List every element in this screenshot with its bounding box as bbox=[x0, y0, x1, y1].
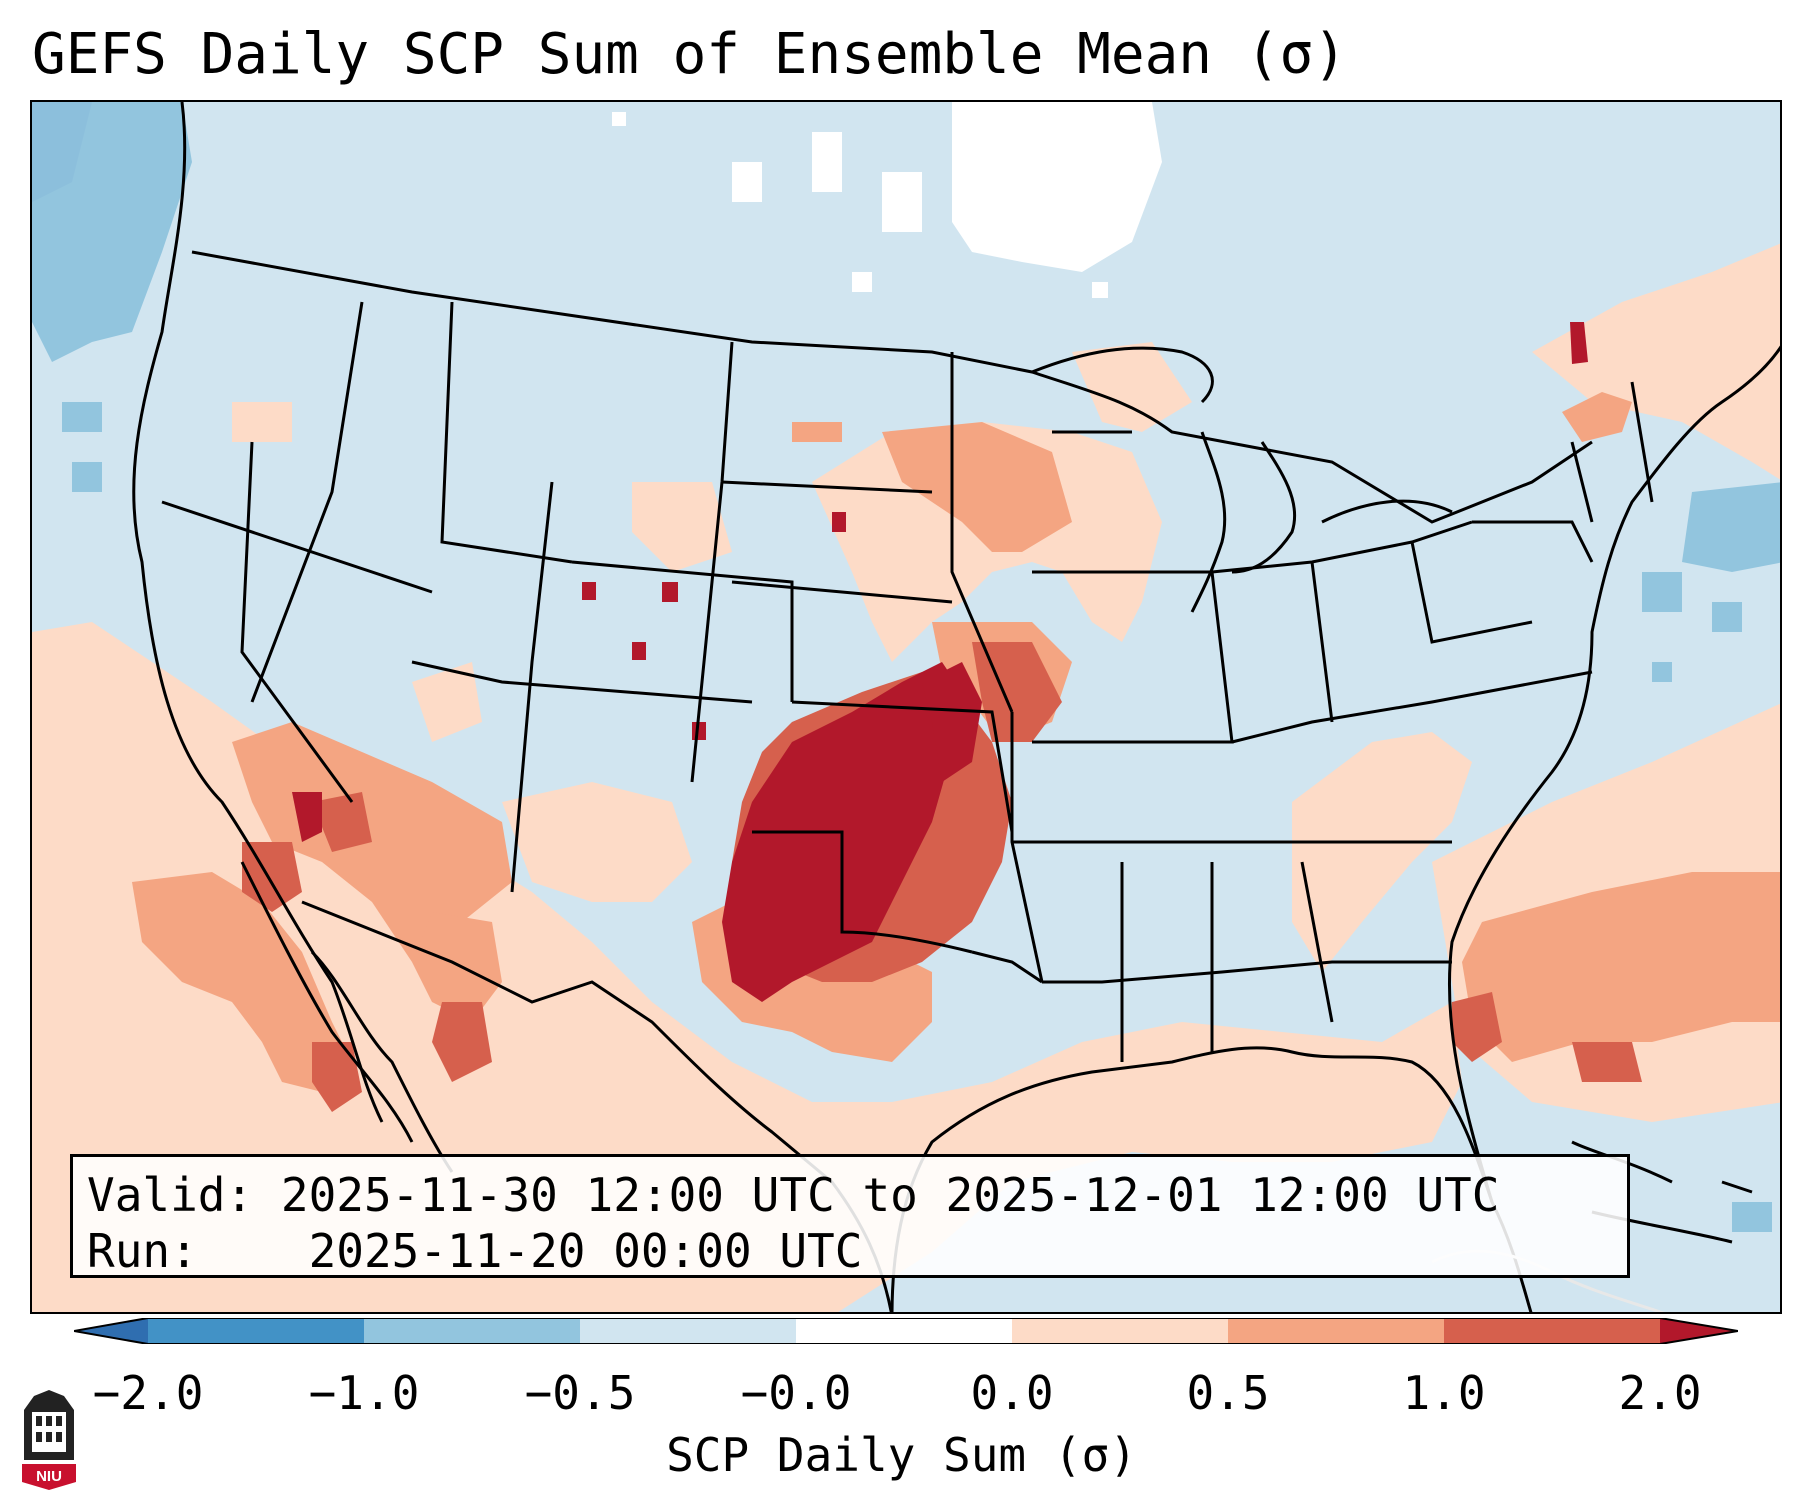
colorbar-label: SCP Daily Sum (σ) bbox=[666, 1428, 1137, 1482]
colorbar-tick: −2.0 bbox=[92, 1366, 204, 1420]
anomaly-map bbox=[32, 102, 1780, 1312]
colorbar-tick: 1.0 bbox=[1402, 1366, 1486, 1420]
colorbar-bin bbox=[796, 1318, 1012, 1344]
run-label: Run: bbox=[87, 1224, 198, 1278]
colorbar-bin bbox=[580, 1318, 796, 1344]
colorbar-tick: −0.5 bbox=[524, 1366, 636, 1420]
colorbar-bin bbox=[1444, 1318, 1660, 1344]
colorbar-bin bbox=[1012, 1318, 1228, 1344]
colorbar-tick: 2.0 bbox=[1618, 1366, 1702, 1420]
map-panel: Valid: 2025-11-30 12:00 UTC to 2025-12-0… bbox=[30, 100, 1782, 1314]
colorbar-bin bbox=[1228, 1318, 1444, 1344]
run-value: 2025-11-20 00:00 UTC bbox=[308, 1224, 863, 1278]
colorbar-tick: 0.5 bbox=[1186, 1366, 1270, 1420]
near-zero-field bbox=[612, 102, 1162, 298]
colorbar-bin bbox=[148, 1318, 364, 1344]
valid-value: 2025-11-30 12:00 UTC to 2025-12-01 12:00… bbox=[280, 1168, 1500, 1222]
valid-row: Valid: 2025-11-30 12:00 UTC to 2025-12-0… bbox=[87, 1167, 1613, 1223]
colorbar-extend-low bbox=[74, 1318, 148, 1344]
colorbar bbox=[74, 1318, 1738, 1344]
colorbar-tick: −1.0 bbox=[308, 1366, 420, 1420]
niu-logo: NIU bbox=[22, 1390, 76, 1490]
colorbar-tick: −0.0 bbox=[740, 1366, 852, 1420]
run-row: Run: 2025-11-20 00:00 UTC bbox=[87, 1223, 1613, 1279]
valid-label: Valid: bbox=[87, 1168, 254, 1222]
political-boundaries bbox=[132, 102, 1780, 1312]
svg-text:NIU: NIU bbox=[36, 1468, 62, 1485]
colorbar-tick: 0.0 bbox=[970, 1366, 1054, 1420]
map-title: GEFS Daily SCP Sum of Ensemble Mean (σ) bbox=[32, 22, 1347, 87]
colorbar-extend-high bbox=[1660, 1318, 1738, 1344]
run-info-box: Valid: 2025-11-30 12:00 UTC to 2025-12-0… bbox=[70, 1154, 1630, 1278]
colorbar-bin bbox=[364, 1318, 580, 1344]
negative-anomaly-field bbox=[32, 102, 1780, 1232]
